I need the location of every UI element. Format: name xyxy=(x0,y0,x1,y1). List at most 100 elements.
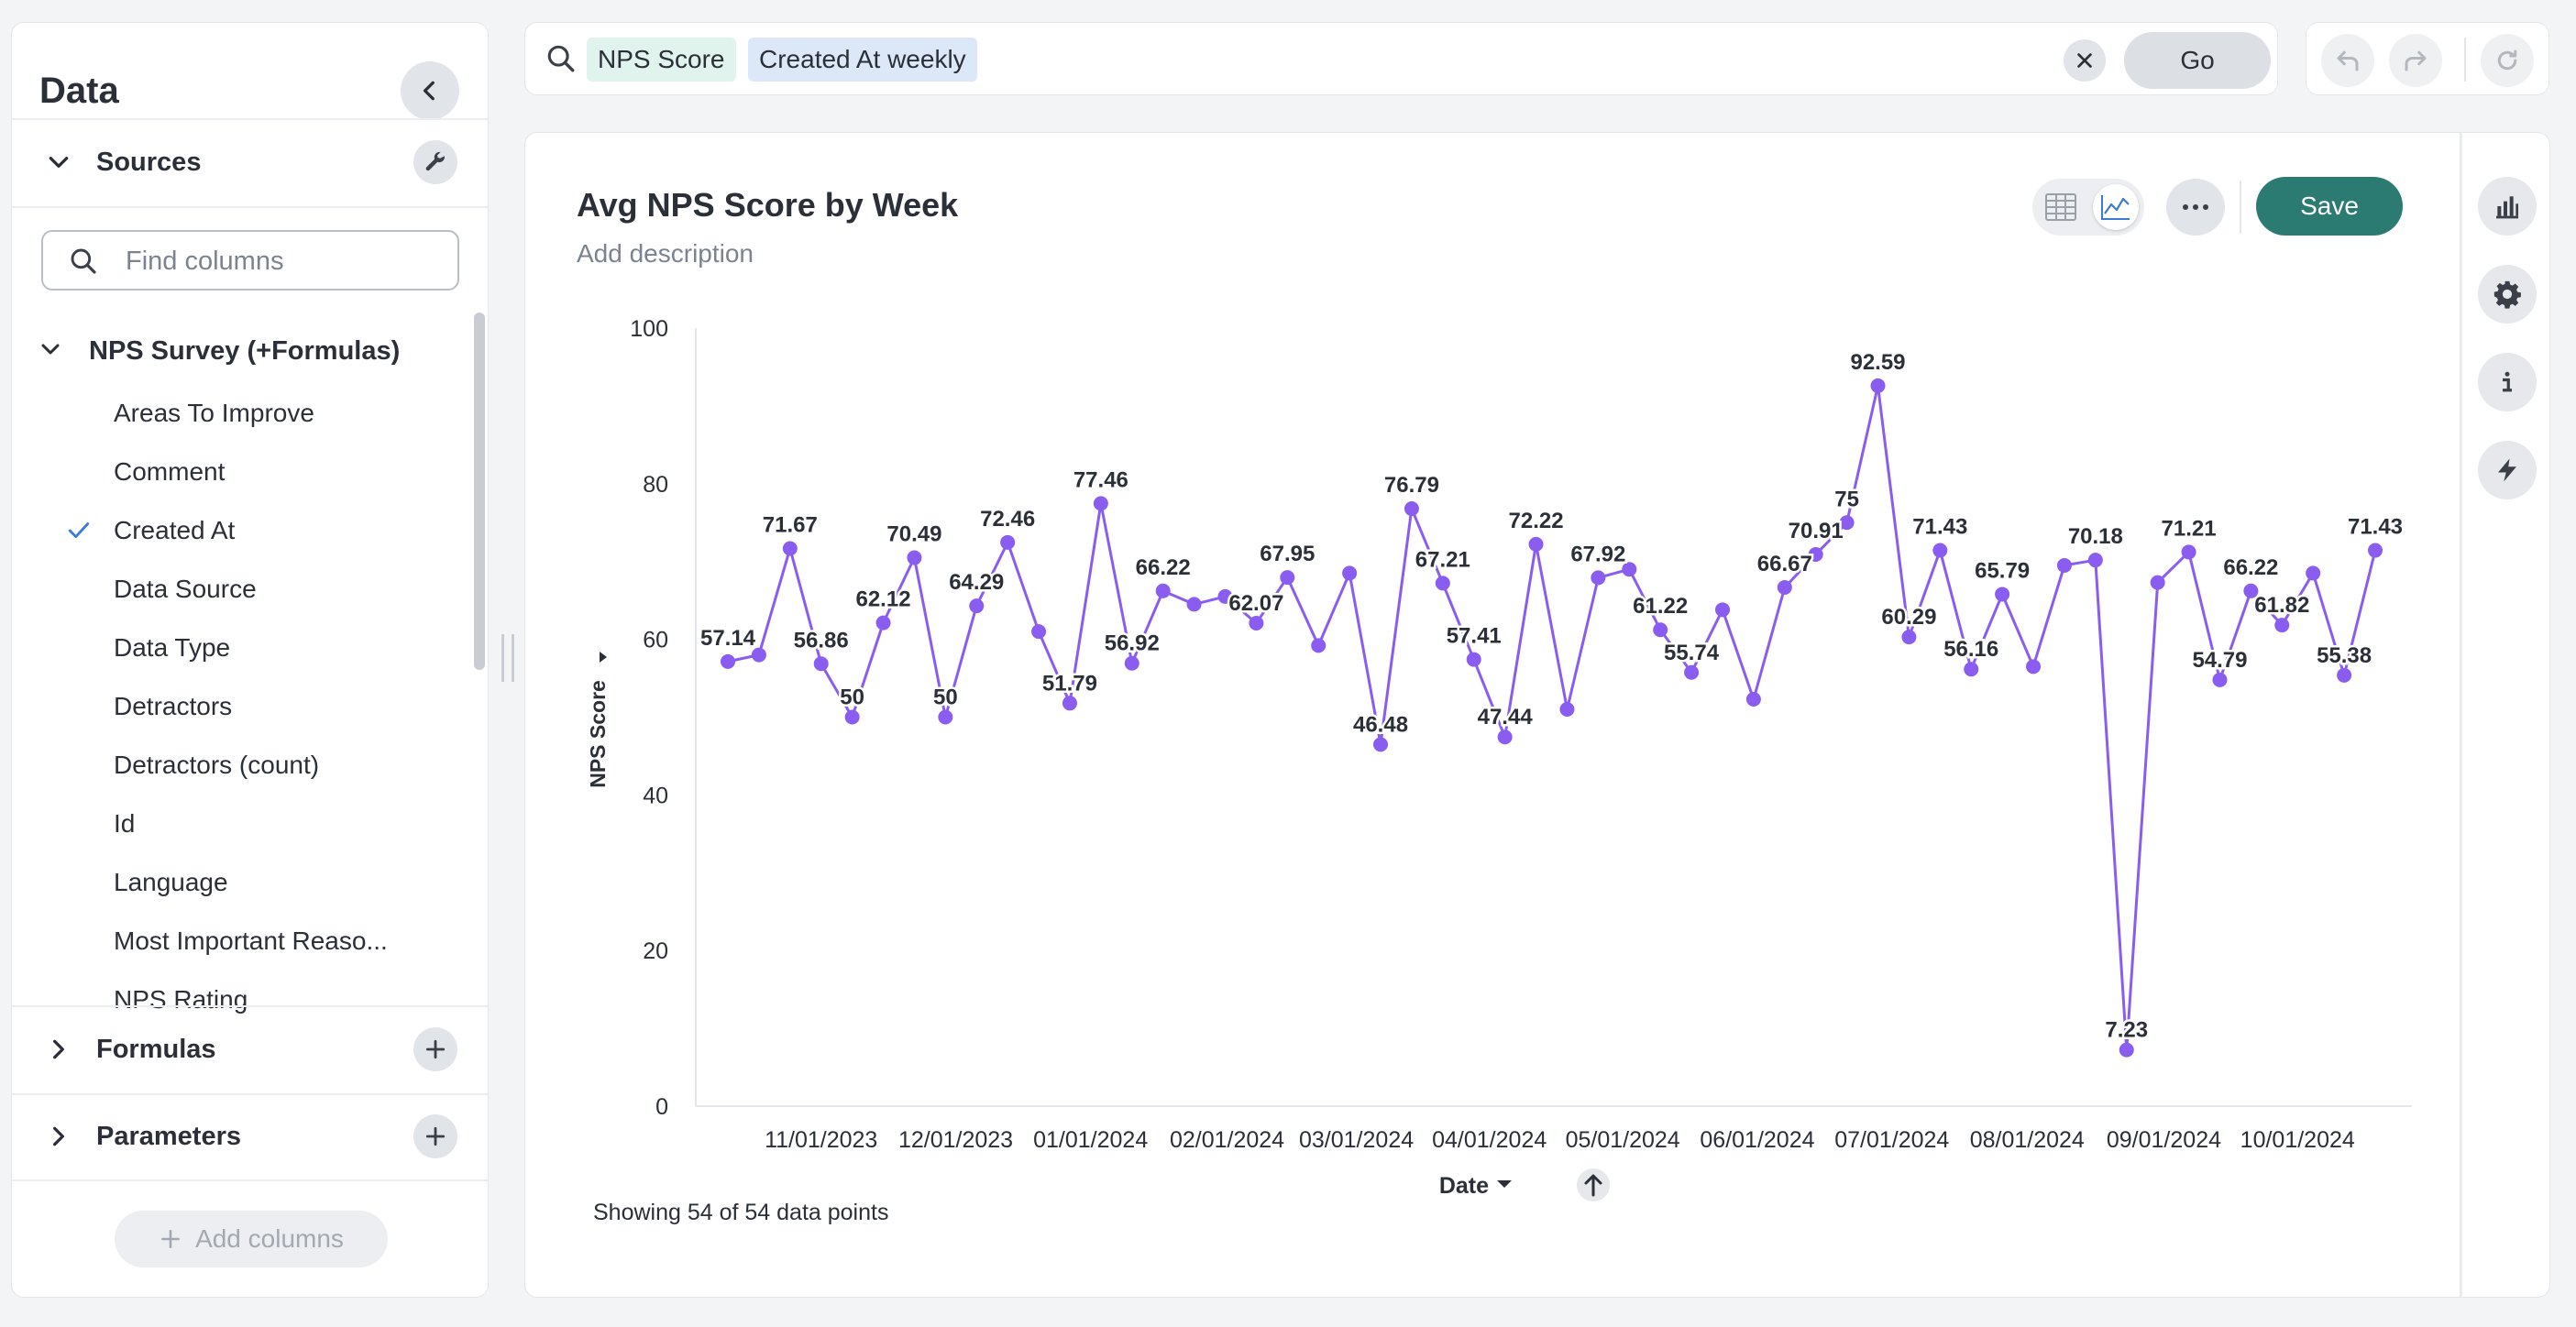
add-formula-button[interactable] xyxy=(413,1027,457,1071)
bar-chart-icon xyxy=(2496,196,2518,219)
column-label: Areas To Improve xyxy=(114,399,314,427)
chart-view-button[interactable] xyxy=(2093,184,2139,230)
data-label: 56.92 xyxy=(1105,631,1160,656)
actions-button[interactable] xyxy=(2478,441,2537,499)
data-point xyxy=(1777,579,1792,595)
info-icon xyxy=(2503,371,2512,392)
data-label: 66.22 xyxy=(2223,555,2278,580)
undo-button[interactable] xyxy=(2321,34,2374,87)
find-columns-field[interactable] xyxy=(126,241,437,281)
save-button[interactable]: Save xyxy=(2256,177,2403,236)
query-chip-measure[interactable]: NPS Score xyxy=(587,38,736,82)
column-label: Comment xyxy=(114,457,226,486)
dataset-name: NPS Survey (+Formulas) xyxy=(89,336,401,366)
data-point xyxy=(2181,544,2196,560)
chevron-left-icon xyxy=(423,81,435,101)
query-bar[interactable]: NPS Score Created At weekly Go xyxy=(524,22,2278,95)
column-list-scrollbar[interactable] xyxy=(474,313,485,670)
divider xyxy=(12,1179,488,1181)
column-item[interactable]: Language xyxy=(12,853,470,912)
data-label: 66.67 xyxy=(1757,552,1812,576)
data-label: 72.22 xyxy=(1509,509,1564,533)
history-controls xyxy=(2306,22,2549,95)
data-point xyxy=(1870,378,1886,393)
data-point xyxy=(1342,565,1358,581)
column-item-selected[interactable]: Created At xyxy=(12,501,470,560)
column-item[interactable]: Comment xyxy=(12,443,470,501)
data-point xyxy=(1808,546,1823,562)
column-label: Detractors (count) xyxy=(114,751,320,779)
formulas-section-header[interactable]: Formulas xyxy=(12,1006,488,1092)
divider xyxy=(2240,181,2241,234)
dots-icon xyxy=(2183,204,2188,210)
column-label: NPS Rating xyxy=(114,985,248,1014)
data-point xyxy=(1622,562,1637,577)
chevron-down-icon[interactable] xyxy=(1497,1180,1512,1188)
go-button[interactable]: Go xyxy=(2124,32,2271,89)
settings-button[interactable] xyxy=(2478,265,2537,324)
dataset-tree-item[interactable]: NPS Survey (+Formulas) xyxy=(12,322,470,380)
data-label: 71.43 xyxy=(1912,515,1967,540)
column-label: Id xyxy=(114,809,136,838)
data-label: 50 xyxy=(933,685,958,710)
panel-resize-handle[interactable] xyxy=(501,634,514,682)
data-point xyxy=(1217,588,1233,604)
visualization-button[interactable] xyxy=(2478,177,2537,236)
x-axis-title-group[interactable]: Date xyxy=(1439,1168,1610,1201)
data-point xyxy=(1093,496,1108,511)
data-label: 56.86 xyxy=(794,628,849,653)
y-ticks: 0 20 40 60 80 100 xyxy=(630,316,668,1120)
parameters-section-header[interactable]: Parameters xyxy=(12,1093,488,1179)
data-point xyxy=(2274,618,2290,633)
column-label: Created At xyxy=(114,516,236,544)
query-chip-dimension[interactable]: Created At weekly xyxy=(748,38,977,82)
formulas-label: Formulas xyxy=(96,1034,216,1064)
data-label: 76.79 xyxy=(1384,473,1439,498)
plus-icon xyxy=(425,1126,446,1146)
axis-sort-caret-icon[interactable] xyxy=(600,652,607,663)
x-tick-label: 01/01/2024 xyxy=(1033,1127,1148,1153)
column-item[interactable]: Detractors xyxy=(12,677,470,736)
column-item[interactable]: Id xyxy=(12,795,470,853)
data-point xyxy=(2150,575,2165,590)
data-label: 67.92 xyxy=(1570,542,1625,566)
add-columns-button[interactable]: Add columns xyxy=(115,1211,388,1267)
data-label: 47.44 xyxy=(1478,705,1534,729)
column-item[interactable]: NPS Rating xyxy=(12,971,470,1029)
data-label: 71.21 xyxy=(2162,516,2217,541)
x-axis-label: Date xyxy=(1439,1173,1489,1199)
chart-title[interactable]: Avg NPS Score by Week xyxy=(577,186,959,224)
clear-query-button[interactable] xyxy=(2064,39,2106,82)
data-point xyxy=(875,615,891,631)
x-tick-label: 11/01/2023 xyxy=(765,1127,877,1153)
table-view-button[interactable] xyxy=(2038,184,2084,230)
find-columns-input[interactable] xyxy=(41,230,459,291)
add-description[interactable]: Add description xyxy=(577,239,754,268)
column-item[interactable]: Areas To Improve xyxy=(12,384,470,443)
add-parameter-button[interactable] xyxy=(413,1114,457,1158)
data-point xyxy=(1031,624,1047,640)
redo-button[interactable] xyxy=(2389,34,2442,87)
column-item[interactable]: Data Type xyxy=(12,619,470,677)
plus-icon xyxy=(425,1039,446,1059)
data-point xyxy=(1528,536,1544,552)
column-item[interactable]: Data Source xyxy=(12,560,470,619)
data-point xyxy=(1124,655,1139,671)
data-label: 54.79 xyxy=(2192,648,2247,673)
column-item[interactable]: Most Important Reaso... xyxy=(12,912,470,971)
data-point xyxy=(1684,664,1700,680)
data-label: 77.46 xyxy=(1073,467,1128,492)
wrench-icon[interactable] xyxy=(413,140,457,184)
search-icon xyxy=(71,248,96,274)
reset-button[interactable] xyxy=(2481,34,2534,87)
lightning-icon xyxy=(2498,458,2516,482)
info-button[interactable] xyxy=(2478,353,2537,411)
sources-section-header[interactable]: Sources xyxy=(12,119,488,205)
data-point xyxy=(782,541,798,556)
column-item[interactable]: Detractors (count) xyxy=(12,736,470,795)
collapse-panel-button[interactable] xyxy=(401,61,459,120)
data-point xyxy=(2337,667,2352,683)
x-ticks: 11/01/2023 12/01/2023 01/01/2024 02/01/2024… xyxy=(765,1127,2355,1153)
more-options-button[interactable] xyxy=(2166,179,2225,236)
data-point xyxy=(1311,638,1327,653)
